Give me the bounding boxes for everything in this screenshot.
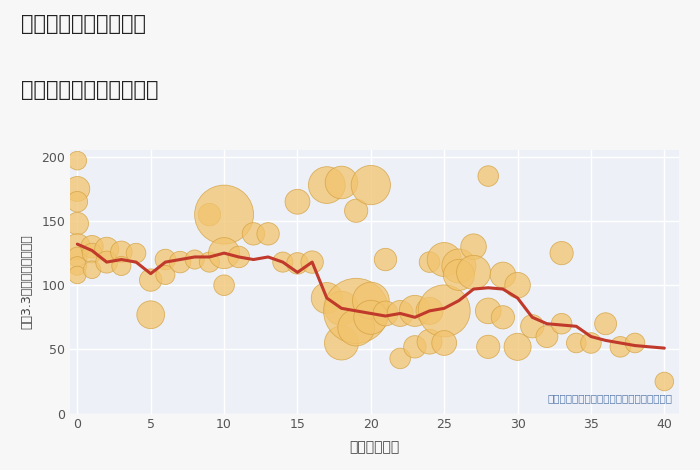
Point [541,333,552,340]
Point [86,243,97,251]
Point [365,297,377,305]
Point [482,172,493,180]
Point [526,322,538,330]
Point [351,324,362,331]
Point [439,307,450,314]
Point [116,248,127,256]
Point [204,211,215,219]
Point [160,256,171,263]
Point [482,307,493,314]
Point [439,339,450,347]
Point [233,253,244,261]
Point [424,258,435,266]
Text: 円の大きさは、取引のあった物件面積を示す: 円の大きさは、取引のあった物件面積を示す [548,393,673,403]
Point [218,250,230,257]
Point [556,250,567,257]
Point [497,313,508,321]
Point [395,310,406,317]
Point [468,243,480,251]
Point [410,307,421,314]
Text: 築年数別中古戸建て価格: 築年数別中古戸建て価格 [21,80,158,100]
Point [512,343,523,351]
Point [101,245,112,253]
Point [380,256,391,263]
Point [86,250,97,257]
Point [497,271,508,279]
Point [454,262,465,270]
Point [439,256,450,263]
Point [292,198,303,205]
Point [277,258,288,266]
Point [292,259,303,267]
Point [659,378,670,385]
Point [71,271,83,279]
Point [556,320,567,328]
Point [218,282,230,289]
Point [410,343,421,351]
Point [204,258,215,266]
Point [468,269,480,276]
Point [160,271,171,279]
Point [454,271,465,279]
Point [629,339,641,347]
Point [71,262,83,270]
Point [351,207,362,214]
Point [351,307,362,314]
Point [570,339,582,347]
Point [218,211,230,219]
Point [424,338,435,345]
Point [71,253,83,261]
Point [71,157,83,164]
Point [248,230,259,238]
Point [71,185,83,193]
Y-axis label: 坪（3.3㎡）単価（万円）: 坪（3.3㎡）単価（万円） [20,235,33,329]
Point [336,305,347,312]
Point [600,320,611,328]
Point [116,262,127,270]
Point [101,258,112,266]
Point [615,343,626,351]
Point [174,258,186,266]
Point [365,181,377,189]
Point [71,243,83,251]
X-axis label: 築年数（年）: 築年数（年） [349,440,400,454]
Point [71,220,83,227]
Point [585,339,596,347]
Point [130,250,141,257]
Text: 神奈川県藤沢市藤沢の: 神奈川県藤沢市藤沢の [21,14,146,34]
Point [71,198,83,205]
Point [336,179,347,186]
Point [262,230,274,238]
Point [189,256,200,263]
Point [321,181,332,189]
Point [145,276,156,284]
Point [395,355,406,362]
Point [424,307,435,314]
Point [336,339,347,347]
Point [145,311,156,319]
Point [307,258,318,266]
Point [482,343,493,351]
Point [86,266,97,274]
Point [321,294,332,302]
Point [380,310,391,317]
Point [365,313,377,321]
Point [512,282,523,289]
